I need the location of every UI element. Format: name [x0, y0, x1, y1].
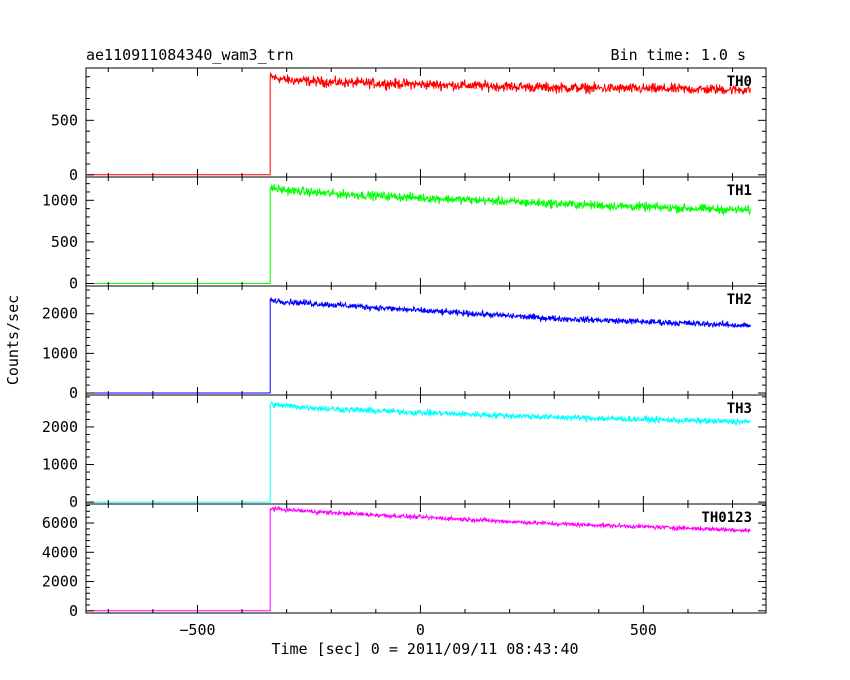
series-label-th1: TH1 — [727, 183, 752, 199]
x-tick-label: −500 — [179, 621, 215, 639]
series-line-th2 — [88, 297, 751, 394]
series-line-th3 — [88, 400, 751, 503]
chart-title: ae110911084340_wam3_trn — [86, 46, 294, 64]
series-label-th3: TH3 — [727, 401, 752, 417]
y-tick-label: 6000 — [42, 514, 78, 532]
y-tick-label: 0 — [69, 602, 78, 620]
y-tick-label: 1000 — [42, 191, 78, 209]
panel-th0123: 0 2000 4000 6000 TH0123 — [42, 503, 767, 620]
panel-frame-th1 — [85, 176, 767, 287]
y-tick-label: 0 — [69, 166, 78, 184]
y-tick-label: 2000 — [42, 573, 78, 591]
series-line-th1 — [88, 183, 751, 284]
panel-th1: 0 500 1000 TH1 — [42, 176, 767, 293]
y-tick-label: 500 — [51, 233, 78, 251]
panel-th3: 0 1000 2000 TH3 — [42, 394, 767, 511]
x-tick-label: 0 — [416, 621, 425, 639]
y-tick-label: 2000 — [42, 305, 78, 323]
y-tick-label: 1000 — [42, 456, 78, 474]
chart-subtitle: Bin time: 1.0 s — [611, 46, 746, 64]
series-label-th0123: TH0123 — [701, 510, 752, 526]
y-tick-label: 4000 — [42, 543, 78, 561]
y-axis-label: Counts/sec — [4, 295, 22, 385]
y-tick-label: 1000 — [42, 344, 78, 362]
x-axis-label: Time [sec] 0 = 2011/09/11 08:43:40 — [271, 640, 578, 658]
series-label-th0: TH0 — [727, 74, 752, 90]
y-tick-label: 0 — [69, 384, 78, 402]
panel-th2: 0 1000 2000 TH2 — [42, 285, 767, 402]
panel-frame-th2 — [85, 285, 767, 396]
y-tick-label: 0 — [69, 275, 78, 293]
y-tick-label: 2000 — [42, 418, 78, 436]
y-tick-label: 500 — [51, 111, 78, 129]
series-label-th2: TH2 — [727, 292, 752, 308]
panel-frame-th3 — [85, 394, 767, 505]
panels-group: 0 500 TH0 0 500 1000 TH1 0 1000 2000 TH2 0 1000 2000 T… — [42, 67, 767, 639]
series-line-th0123 — [88, 505, 751, 612]
y-tick-label: 0 — [69, 493, 78, 511]
series-line-th0 — [88, 72, 751, 176]
panel-th0: 0 500 TH0 — [51, 67, 767, 184]
x-tick-label: 500 — [630, 621, 657, 639]
panel-frame-th0123 — [85, 503, 767, 614]
